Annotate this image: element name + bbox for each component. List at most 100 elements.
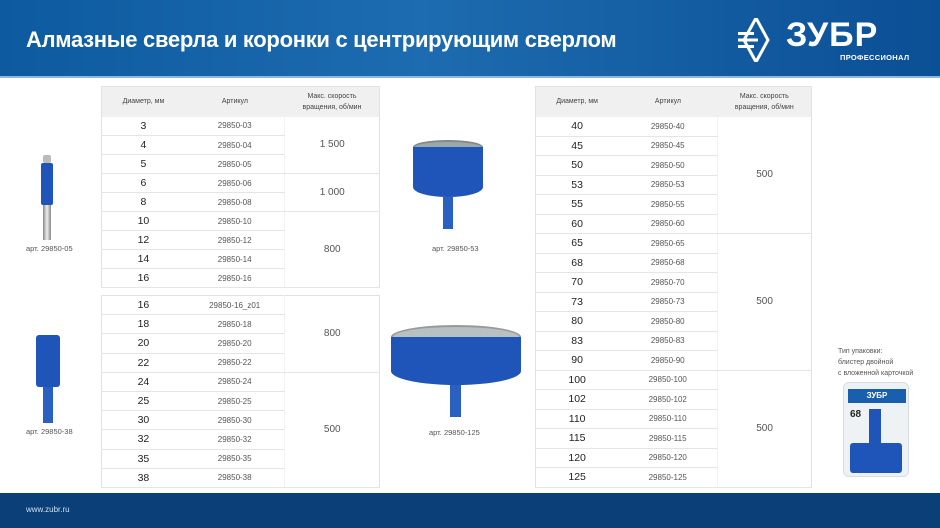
article-cell: 29850-04 (184, 135, 285, 155)
table-row: 83 29850-83 (535, 331, 812, 351)
table-row: 115 29850-115 (535, 428, 812, 449)
diameter-cell: 102 (535, 389, 619, 410)
drill-image-29850-38 (36, 335, 60, 423)
diameter-cell: 20 (101, 333, 185, 354)
table-medium-drills: 16 29850-16_z01 800 18 29850-18 20 29850-20 22 2… (101, 295, 380, 488)
article-cell: 29850-73 (618, 292, 718, 312)
article-cell: 29850-100 (618, 370, 718, 390)
article-cell: 29850-102 (618, 389, 718, 410)
table-row: 53 29850-53 (535, 175, 812, 195)
drill-image-29850-05 (40, 155, 54, 240)
table-row: 65 29850-65 500 (535, 233, 812, 371)
article-cell: 29850-08 (184, 192, 285, 212)
caption: арт. 29850-38 (26, 427, 73, 436)
article-cell: 29850-80 (618, 311, 718, 332)
table-row: 25 29850-25 (101, 391, 380, 412)
article-cell: 29850-16 (184, 268, 285, 288)
diameter-cell: 25 (101, 391, 185, 412)
article-cell: 29850-55 (618, 194, 718, 215)
table-crowns: Диаметр, мм Артикул Макс. скорость вращения… (535, 86, 812, 488)
diameter-cell: 110 (535, 409, 619, 429)
table-row: 40 29850-40 500 (535, 116, 812, 234)
caption: арт. 29850-53 (432, 244, 479, 253)
article-cell: 29850-12 (184, 230, 285, 250)
speed-cell: 500 (284, 372, 380, 488)
table-row: 55 29850-55 (535, 194, 812, 215)
speed-cell: 800 (284, 295, 380, 373)
diameter-cell: 120 (535, 448, 619, 468)
diameter-cell: 18 (101, 314, 185, 335)
article-cell: 29850-45 (618, 136, 718, 156)
diameter-cell: 65 (535, 233, 619, 254)
table-row: 90 29850-90 (535, 350, 812, 371)
table-row: 16 29850-16_z01 800 (101, 295, 380, 373)
diameter-cell: 12 (101, 230, 185, 250)
article-cell: 29850-30 (184, 410, 285, 431)
table-row: 68 29850-68 (535, 253, 812, 273)
table-row: 60 29850-60 (535, 214, 812, 234)
diameter-cell: 80 (535, 311, 619, 332)
table-row: 22 29850-22 (101, 353, 380, 373)
article-cell: 29850-125 (618, 467, 718, 488)
diameter-cell: 68 (535, 253, 619, 273)
blister-pack-image: ЗУБР 68 (843, 382, 909, 477)
table-row: 120 29850-120 (535, 448, 812, 468)
article-cell: 29850-120 (618, 448, 718, 468)
diameter-cell: 50 (535, 155, 619, 176)
diameter-cell: 14 (101, 249, 185, 269)
table-row: 6 29850-06 1 000 (101, 173, 380, 212)
table-row: 4 29850-04 (101, 135, 380, 155)
table-row: 50 29850-50 (535, 155, 812, 176)
article-cell: 29850-110 (618, 409, 718, 429)
diameter-cell: 83 (535, 331, 619, 351)
caption: арт. 29850-125 (429, 428, 480, 437)
page-title: Алмазные сверла и коронки с центрирующим… (26, 27, 617, 52)
article-cell: 29850-10 (184, 211, 285, 231)
diameter-cell: 73 (535, 292, 619, 312)
table-row: 32 29850-32 (101, 429, 380, 450)
article-cell: 29850-05 (184, 154, 285, 174)
footer: www.zubr.ru (0, 493, 940, 528)
diameter-cell: 8 (101, 192, 185, 212)
article-cell: 29850-14 (184, 249, 285, 269)
article-cell: 29850-115 (618, 428, 718, 449)
diameter-cell: 10 (101, 211, 185, 231)
table-header: Диаметр, мм Артикул Макс. скорость вращения… (101, 86, 380, 117)
speed-cell: 500 (717, 233, 812, 371)
article-cell: 29850-16_z01 (184, 295, 285, 316)
table-row: 14 29850-14 (101, 249, 380, 269)
zubr-logo: ЗУБР ПРОФЕССИОНАЛ (738, 16, 918, 66)
table-row: 102 29850-102 (535, 389, 812, 410)
diameter-cell: 4 (101, 135, 185, 155)
website-link[interactable]: www.zubr.ru (26, 505, 70, 514)
table-row: 45 29850-45 (535, 136, 812, 156)
table-header: Диаметр, мм Артикул Макс. скорость вращения… (535, 86, 812, 117)
article-cell: 29850-83 (618, 331, 718, 351)
diameter-cell: 100 (535, 370, 619, 390)
crown-image-29850-125 (391, 325, 521, 420)
speed-cell: 500 (717, 370, 812, 488)
table-row: 30 29850-30 (101, 410, 380, 431)
table-row: 125 29850-125 (535, 467, 812, 488)
diameter-cell: 16 (101, 295, 185, 316)
speed-cell: 500 (717, 116, 812, 234)
article-cell: 29850-20 (184, 333, 285, 354)
table-row: 20 29850-20 (101, 333, 380, 354)
diameter-cell: 55 (535, 194, 619, 215)
diameter-cell: 90 (535, 350, 619, 371)
article-cell: 29850-32 (184, 429, 285, 450)
article-cell: 29850-65 (618, 233, 718, 254)
article-cell: 29850-22 (184, 353, 285, 373)
article-cell: 29850-18 (184, 314, 285, 335)
article-cell: 29850-25 (184, 391, 285, 412)
table-row: 5 29850-05 (101, 154, 380, 174)
diameter-cell: 24 (101, 372, 185, 392)
table-row: 8 29850-08 (101, 192, 380, 212)
header-banner: Алмазные сверла и коронки с центрирующим… (0, 0, 940, 78)
article-cell: 29850-70 (618, 272, 718, 293)
article-cell: 29850-40 (618, 116, 718, 137)
diameter-cell: 40 (535, 116, 619, 137)
speed-cell: 800 (284, 211, 380, 288)
caption: арт. 29850-05 (26, 244, 73, 253)
table-row: 38 29850-38 (101, 468, 380, 488)
